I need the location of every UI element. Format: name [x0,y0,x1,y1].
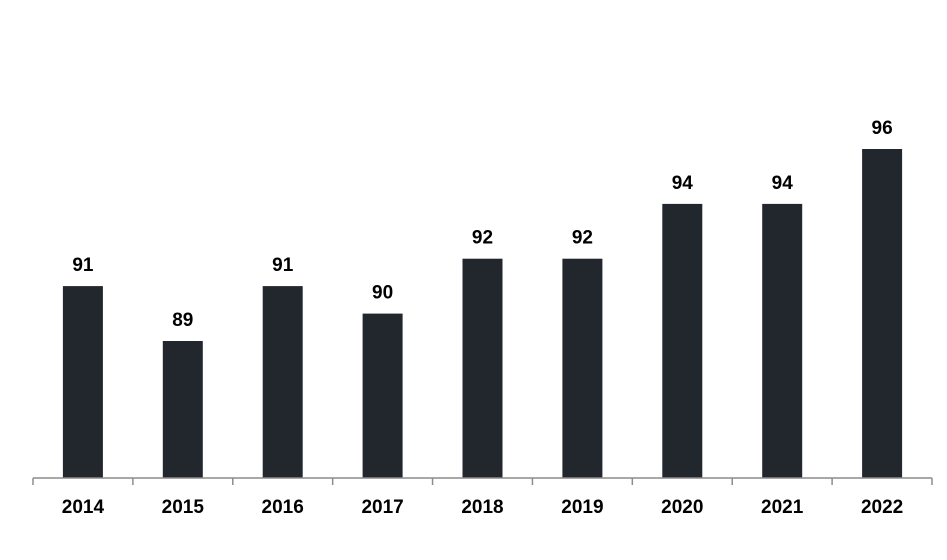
bar-2017 [362,313,403,478]
bar-2014 [62,286,103,478]
x-tick-label-2017: 2017 [361,497,403,518]
bar-2022 [862,149,903,478]
data-label-2015: 89 [172,310,193,331]
data-label-2018: 92 [472,228,493,249]
data-label-2016: 91 [272,255,294,276]
x-tick-label-2020: 2020 [661,497,703,518]
data-label-2020: 94 [672,173,694,194]
data-label-2021: 94 [772,173,794,194]
x-tick-label-2016: 2016 [262,497,304,518]
x-tick-label-2021: 2021 [761,497,804,518]
data-labels-layer: 91 89 91 90 92 92 94 94 96 [72,118,892,331]
bar-2015 [162,341,203,478]
x-tick-label-2022: 2022 [861,497,903,518]
bar-2021 [762,203,803,478]
x-axis: 2014 2015 2016 2017 2018 2019 2020 2021 2022 [32,477,933,518]
data-label-2017: 90 [372,283,393,304]
bar-2020 [662,203,703,478]
bar-2016 [262,286,303,478]
data-label-2019: 92 [572,228,593,249]
data-label-2022: 96 [872,118,893,139]
x-tick-label-2019: 2019 [561,497,603,518]
x-tick-label-2015: 2015 [162,497,205,518]
x-tick-label-2018: 2018 [461,497,503,518]
bar-2019 [562,258,603,478]
bars-layer [62,149,903,478]
data-label-2014: 91 [72,255,94,276]
x-tick-label-2014: 2014 [62,497,105,518]
bar-2018 [462,258,503,478]
